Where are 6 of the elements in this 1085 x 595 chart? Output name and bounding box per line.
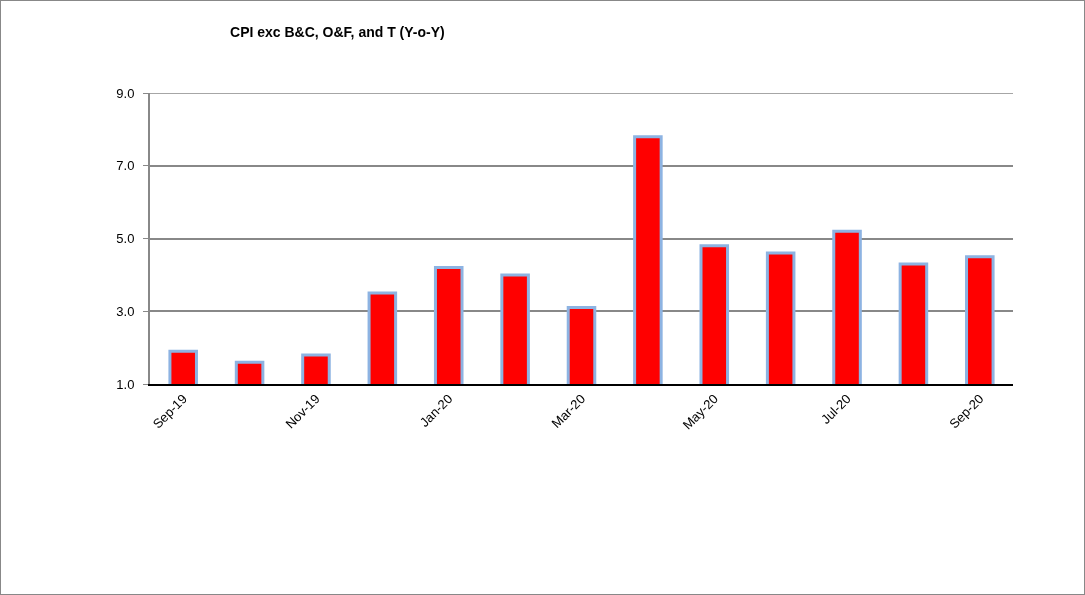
y-tick-label: 5.0	[116, 231, 135, 247]
y-tick-label: 3.0	[116, 303, 135, 319]
y-tick-label: 7.0	[116, 158, 135, 174]
y-tick-label: 9.0	[116, 85, 135, 101]
chart-title: CPI exc B&C, O&F, and T (Y-o-Y)	[230, 23, 445, 40]
y-tick-label: 1.0	[116, 376, 135, 392]
